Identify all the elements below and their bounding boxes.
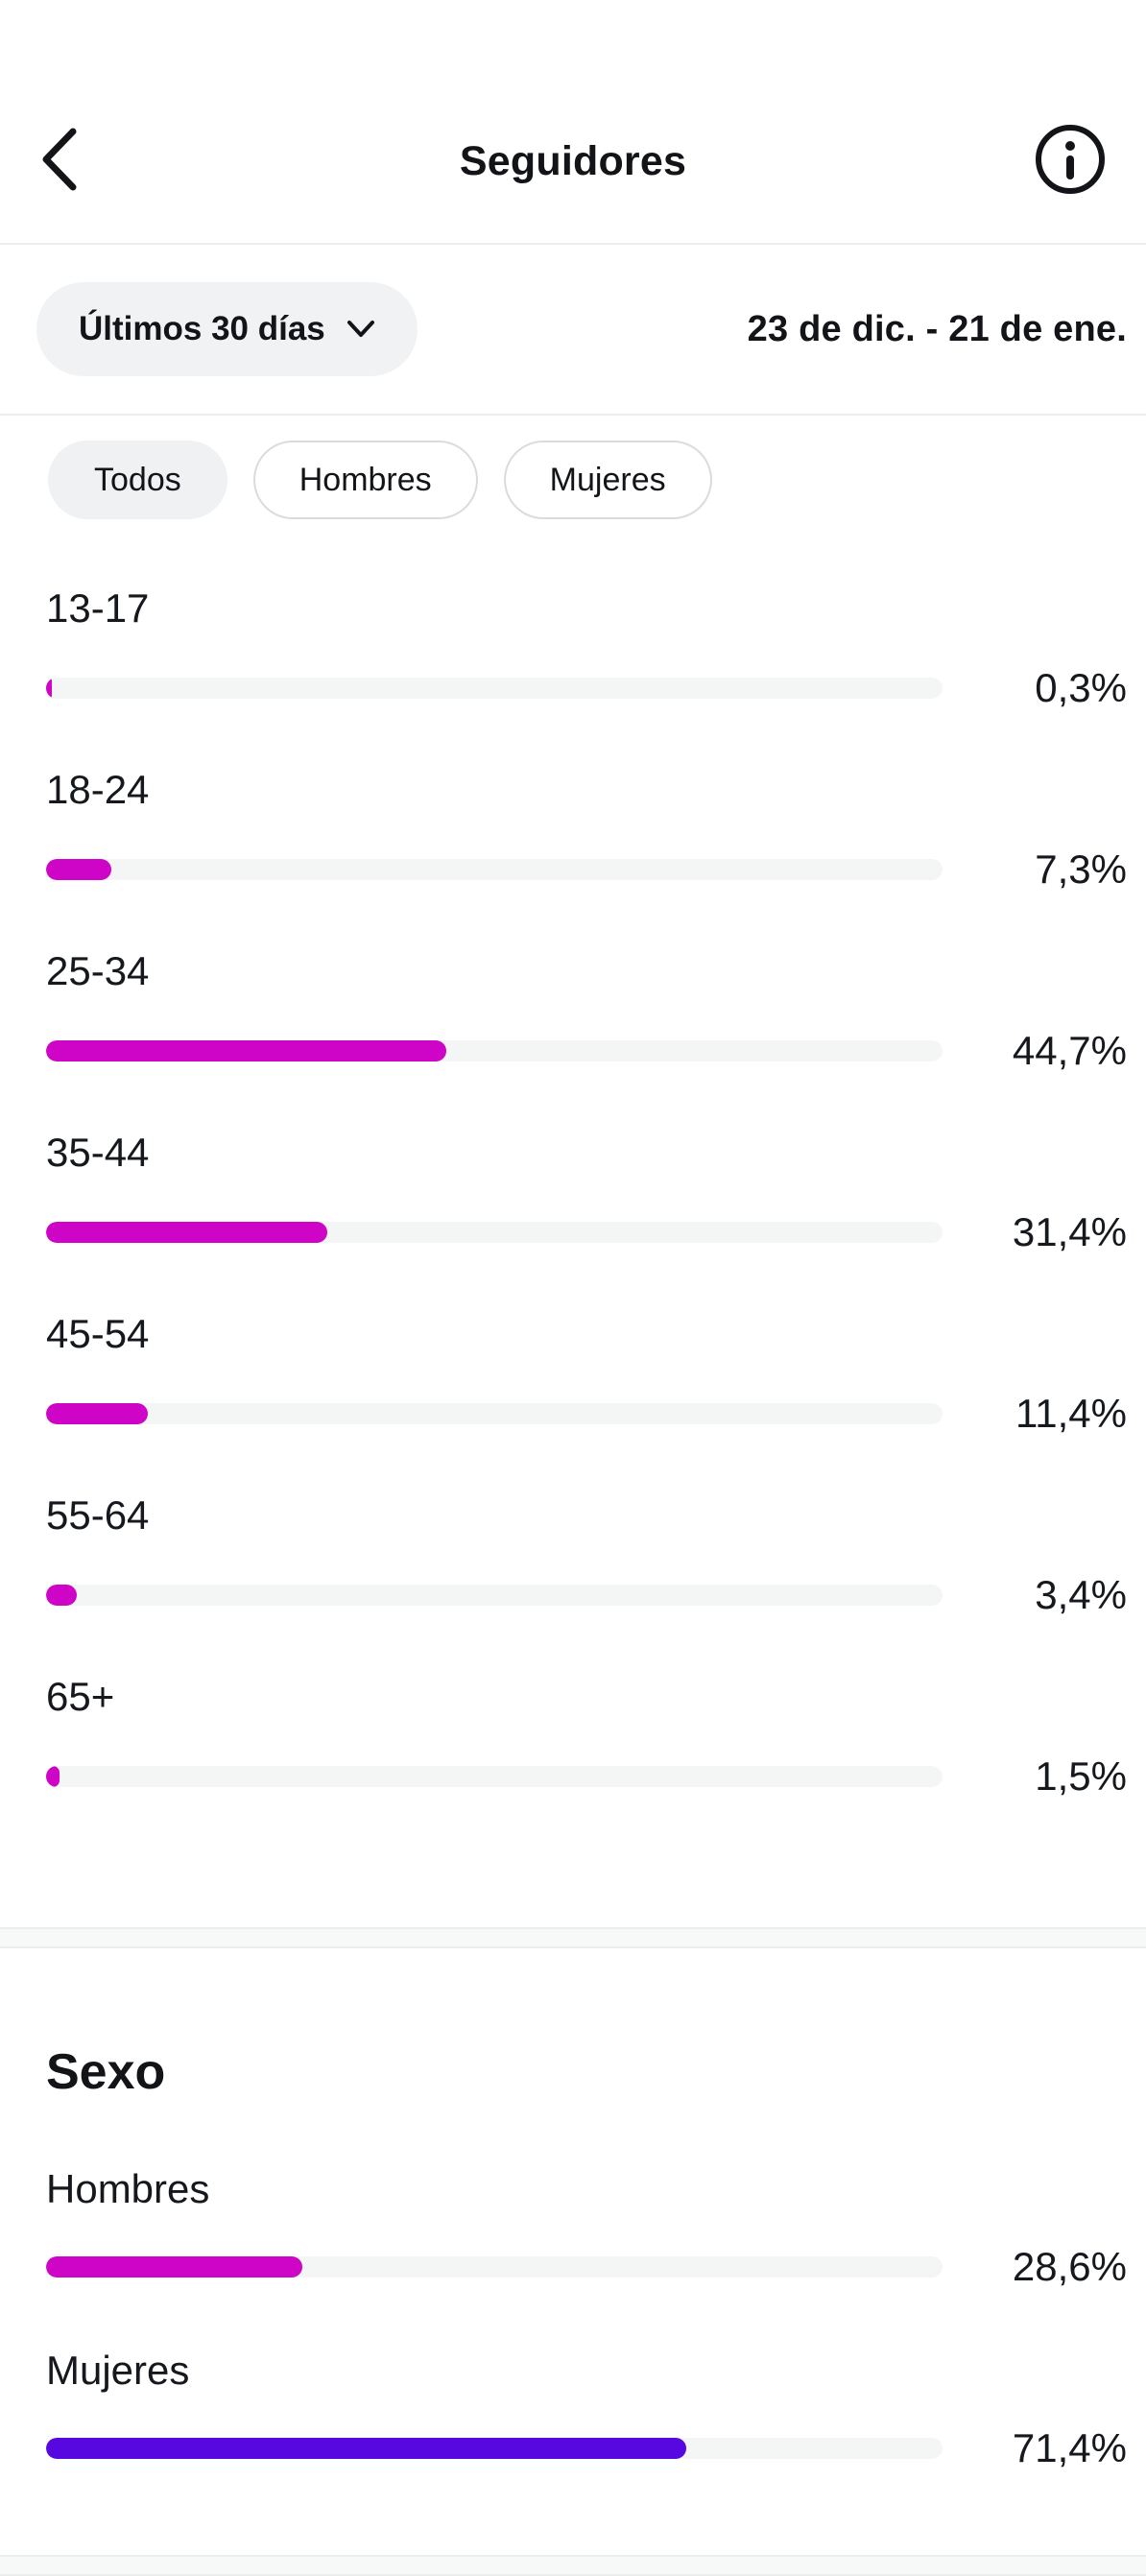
sexo-section: Sexo Hombres 28,6% Mujeres 71,4%: [0, 2042, 1146, 2576]
bar-track: [46, 2438, 943, 2459]
bar-fill: [46, 1040, 447, 1061]
bar-track: [46, 1403, 943, 1424]
bar-track: [46, 1585, 943, 1606]
bar-row: 55-64 3,4%: [0, 1491, 1146, 1619]
date-range-label: 23 de dic. - 21 de ene.: [747, 308, 1127, 349]
spacer: [0, 2472, 1146, 2555]
bar-row-label: 65+: [46, 1674, 115, 1719]
bar-row-label: 13-17: [46, 585, 150, 631]
bar-row: 65+ 1,5%: [0, 1673, 1146, 1801]
bar-row-label: 55-64: [46, 1492, 150, 1538]
bar-percent-label: 28,6%: [1012, 2244, 1127, 2289]
bar-fill: [46, 2256, 303, 2278]
section-divider: [0, 2555, 1146, 2576]
period-label: Últimos 30 días: [79, 310, 325, 347]
bar-percent-label: 11,4%: [1015, 1391, 1127, 1436]
spacer: [0, 1854, 1146, 1927]
bar-row-label: Mujeres: [46, 2348, 190, 2393]
bar-row-label: 18-24: [46, 767, 150, 812]
bar-row: Mujeres 71,4%: [0, 2347, 1146, 2472]
bar-row: 35-44 31,4%: [0, 1129, 1146, 1256]
bar-row: 13-17 0,3%: [0, 584, 1146, 712]
bar-row-label: Hombres: [46, 2166, 210, 2211]
chevron-down-icon: [346, 320, 375, 339]
bar-fill: [46, 1766, 60, 1787]
bar-percent-label: 3,4%: [1035, 1572, 1127, 1617]
bar-track: [46, 859, 943, 880]
period-dropdown[interactable]: Últimos 30 días: [36, 282, 418, 376]
gender-filter-chips: Todos Hombres Mujeres: [0, 416, 1146, 519]
bar-percent-label: 7,3%: [1035, 847, 1127, 892]
filter-chip-hombres[interactable]: Hombres: [252, 441, 478, 519]
info-button[interactable]: [1033, 122, 1108, 197]
bar-track: [46, 1222, 943, 1243]
bar-fill: [46, 1585, 77, 1606]
bar-track: [46, 678, 943, 699]
bar-fill: [46, 1222, 328, 1243]
bar-percent-label: 31,4%: [1012, 1209, 1127, 1254]
info-icon: [1033, 122, 1108, 197]
filter-row: Últimos 30 días 23 de dic. - 21 de ene.: [0, 245, 1146, 416]
back-button[interactable]: [29, 124, 90, 195]
bar-fill: [46, 2438, 686, 2459]
bar-row: Hombres 28,6%: [0, 2165, 1146, 2291]
bar-track: [46, 1040, 943, 1061]
bar-row-label: 35-44: [46, 1130, 150, 1175]
chevron-left-icon: [36, 124, 83, 195]
bar-percent-label: 44,7%: [1012, 1028, 1127, 1073]
section-divider: [0, 1927, 1146, 1948]
filter-chip-mujeres[interactable]: Mujeres: [503, 441, 712, 519]
bar-row-label: 25-34: [46, 948, 150, 993]
bar-fill: [46, 1403, 149, 1424]
bar-fill: [46, 859, 112, 880]
page-title: Seguidores: [459, 138, 687, 184]
bar-row-label: 45-54: [46, 1311, 150, 1356]
bar-track: [46, 2256, 943, 2278]
sexo-section-title: Sexo: [46, 2044, 166, 2100]
age-distribution-chart: 13-17 0,3% 18-24 7,3% 25-34 44,7% 35-44: [0, 519, 1146, 1801]
bar-percent-label: 71,4%: [1012, 2425, 1127, 2470]
bar-percent-label: 0,3%: [1035, 665, 1127, 710]
bar-track: [46, 1766, 943, 1787]
bar-row: 18-24 7,3%: [0, 766, 1146, 894]
bar-row: 25-34 44,7%: [0, 947, 1146, 1075]
header: Seguidores: [0, 0, 1146, 245]
filter-chip-todos[interactable]: Todos: [48, 441, 227, 519]
bar-fill: [46, 678, 52, 699]
bar-percent-label: 1,5%: [1035, 1753, 1127, 1799]
bar-row: 45-54 11,4%: [0, 1310, 1146, 1438]
